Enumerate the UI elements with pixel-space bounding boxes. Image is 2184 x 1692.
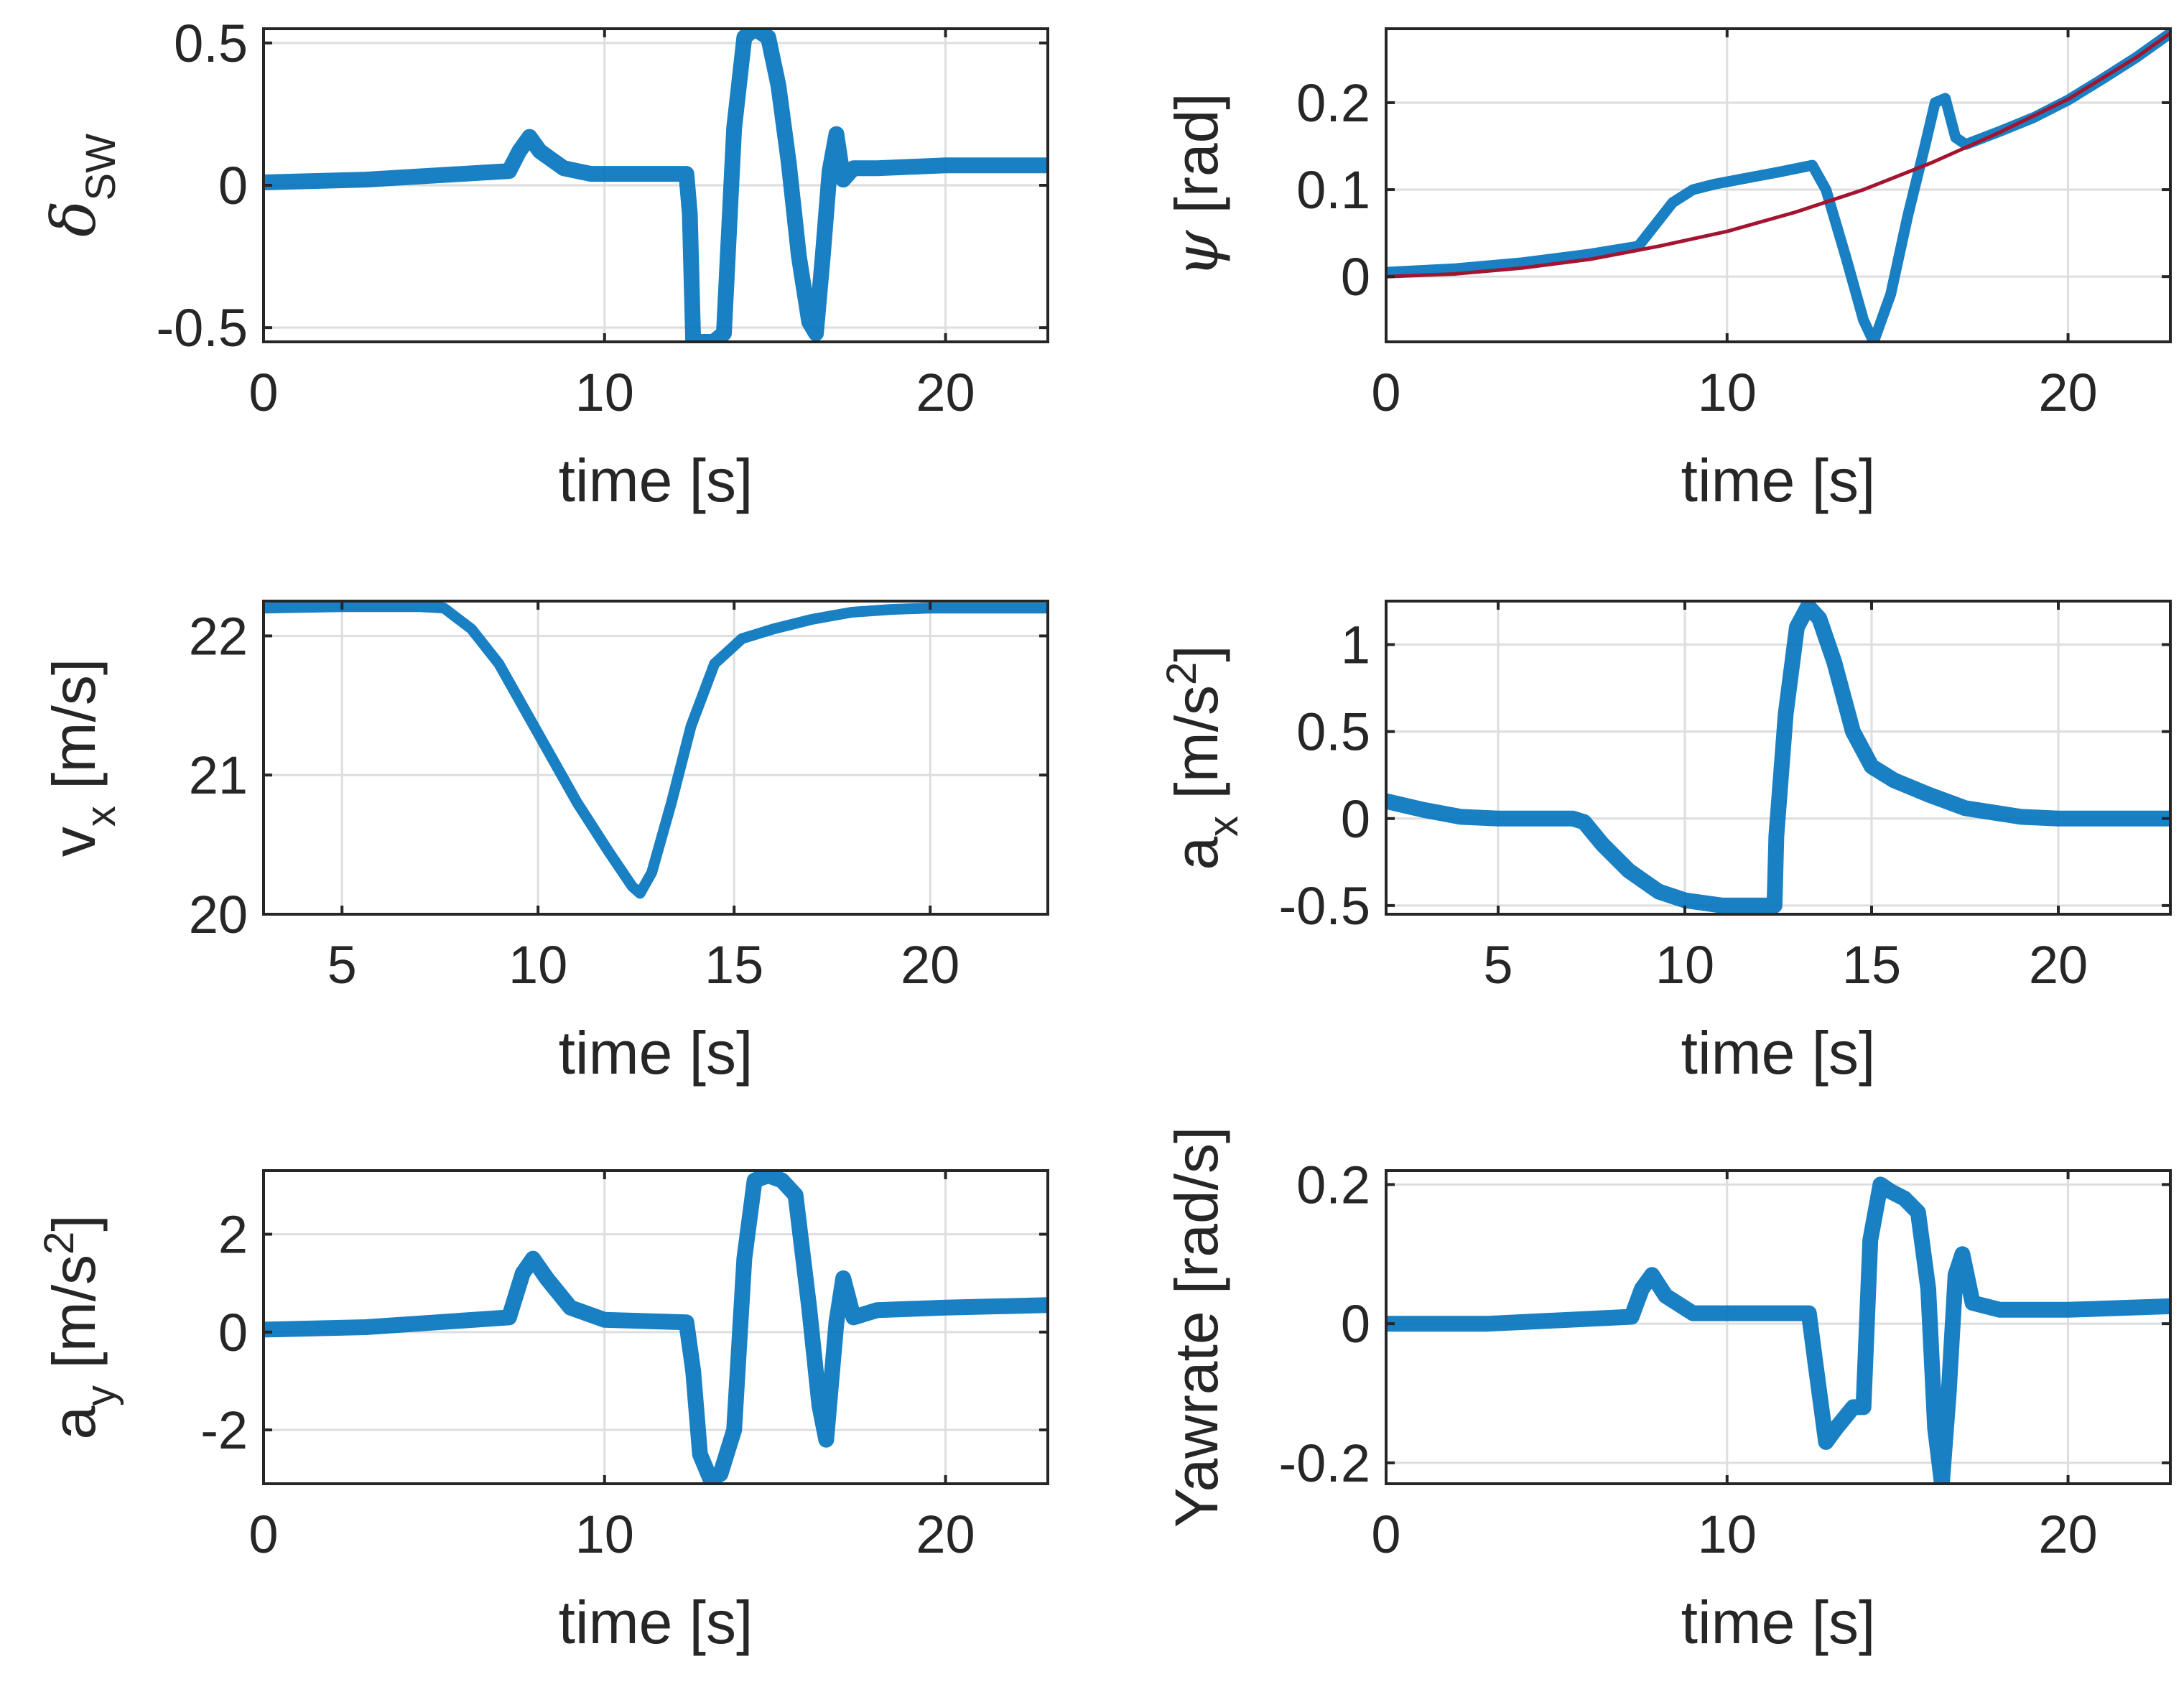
series-line-measured: [264, 29, 1048, 342]
chart-long-accel: 5 10 15 20 -0.5 0 0.5 1 time [s] ax [m/s2]: [1158, 600, 2172, 1087]
y-axis-units: [rad]: [1163, 93, 1230, 230]
x-tick-label: 0: [248, 1505, 278, 1564]
y-axis-superscript: 2: [36, 1232, 83, 1255]
y-axis-units: [rad/s]: [1163, 1127, 1230, 1311]
y-tick-label: 0: [1341, 789, 1370, 849]
x-tick-label: 10: [575, 1505, 634, 1564]
y-tick-label: 1: [1341, 615, 1370, 675]
x-axis-title: time [s]: [1681, 447, 1876, 514]
y-axis-title: Yawrate [rad/s]: [1163, 1127, 1230, 1528]
x-tick-label: 0: [248, 363, 278, 422]
series-line-measured: [264, 1171, 1048, 1484]
y-tick-label: 0: [218, 1303, 248, 1362]
y-axis-title: ay [m/s2]: [36, 1214, 124, 1439]
y-axis-units: [m/s]: [40, 659, 108, 806]
series-line-measured: [1386, 601, 2170, 914]
x-axis-title: time [s]: [1681, 1019, 1876, 1087]
plot-background: [1386, 29, 2170, 342]
x-tick-label: 5: [327, 935, 357, 995]
series-line-reference: [1386, 31, 2170, 279]
axes-box: [262, 1169, 1049, 1485]
y-axis-symbol: δ: [39, 200, 109, 237]
x-tick-label: 20: [2038, 1505, 2097, 1564]
y-axis-symbol: v: [40, 827, 108, 857]
y-tick-label: 0: [1341, 247, 1370, 307]
x-axis-title: time [s]: [559, 447, 753, 514]
y-axis-subscript: y: [78, 1385, 124, 1406]
x-tick-label: 15: [1842, 935, 1901, 995]
series-line-measured: [1386, 1176, 2170, 1484]
x-tick-label: 0: [1371, 363, 1400, 422]
y-axis-symbol: a: [40, 1406, 108, 1440]
y-axis-title: δSW: [39, 134, 124, 237]
x-axis-title: time [s]: [559, 1589, 753, 1656]
x-tick-label: 20: [916, 1505, 975, 1564]
y-tick-label: -0.5: [1278, 876, 1370, 936]
x-tick-label: 0: [1371, 1505, 1400, 1564]
x-tick-label: 10: [575, 363, 634, 422]
y-tick-label: 0.1: [1296, 160, 1370, 220]
chart-long-velocity: 5 10 15 20 20 21 22 time [s] vx [m/s]: [40, 600, 1049, 1087]
x-tick-label: 5: [1483, 935, 1512, 995]
y-tick-label: 0: [218, 156, 248, 215]
y-tick-label: 0.2: [1296, 73, 1370, 133]
axes-box: [262, 600, 1049, 916]
axes-box: [1385, 27, 2172, 343]
series-line-measured: [264, 601, 1048, 899]
y-tick-label: -0.2: [1278, 1433, 1370, 1493]
y-tick-label: 0: [1341, 1294, 1370, 1354]
x-tick-label: 10: [508, 935, 567, 995]
x-axis-title: time [s]: [559, 1019, 753, 1087]
x-tick-label: 20: [2038, 363, 2097, 422]
y-tick-label: 21: [189, 745, 248, 805]
y-tick-label: -0.5: [156, 298, 248, 358]
y-axis-title: ax [m/s2]: [1158, 645, 1247, 870]
y-tick-label: 0.5: [1296, 702, 1370, 762]
x-tick-label: 10: [1698, 363, 1757, 422]
y-axis-units-close: ]: [1163, 645, 1230, 661]
y-axis-units: [m/s: [40, 1255, 108, 1385]
y-axis-units: [m/s: [1163, 685, 1230, 816]
y-axis-title: ψ [rad]: [1161, 93, 1232, 277]
chart-heading: 0 10 20 0 0.1 0.2 time [s] ψ [rad]: [1161, 27, 2172, 514]
y-axis-title: vx [m/s]: [40, 659, 124, 857]
x-tick-label: 20: [916, 363, 975, 422]
x-tick-label: 15: [705, 935, 763, 995]
axes-box: [1385, 600, 2172, 916]
x-axis-title: time [s]: [1681, 1589, 1876, 1656]
axes-box: [1385, 1169, 2172, 1485]
x-tick-label: 10: [1655, 935, 1714, 995]
y-axis-symbol: a: [1163, 837, 1230, 870]
y-tick-label: 22: [189, 606, 248, 666]
y-axis-symbol: ψ: [1161, 230, 1232, 278]
x-tick-label: 20: [2029, 935, 2088, 995]
y-tick-label: 20: [189, 885, 248, 944]
y-axis-superscript: 2: [1158, 662, 1205, 685]
y-axis-symbol: Yawrate: [1163, 1311, 1230, 1528]
x-tick-label: 10: [1698, 1505, 1757, 1564]
y-axis-subscript: x: [78, 806, 124, 827]
x-tick-label: 20: [901, 935, 959, 995]
y-axis-subscript: SW: [78, 134, 124, 201]
y-tick-label: 0.5: [174, 14, 248, 73]
y-tick-label: 2: [218, 1205, 248, 1265]
y-tick-label: -2: [200, 1400, 248, 1460]
y-axis-units-close: ]: [40, 1214, 108, 1231]
y-tick-label: 0.2: [1296, 1155, 1370, 1214]
y-axis-subscript: x: [1200, 816, 1247, 837]
